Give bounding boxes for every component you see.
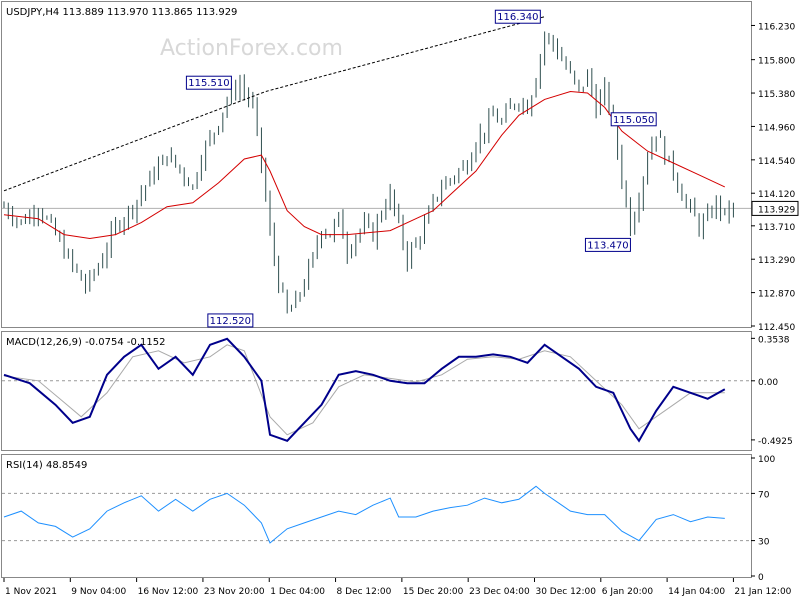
price-panel-frame — [1, 1, 752, 328]
macd-panel-frame — [1, 331, 752, 451]
moving-average-line — [3, 90, 726, 240]
macd-ytick-label: 0.3538 — [758, 335, 790, 345]
price-annotation-label: 115.050 — [613, 115, 654, 126]
price-panel-title: USDJPY,H4 113.889 113.970 113.865 113.92… — [6, 7, 237, 18]
price-annotation-box — [494, 9, 541, 24]
price-annotation-box — [185, 75, 232, 90]
macd-ytick-label: -0.4925 — [758, 437, 793, 447]
price-ytick-label: 116.230 — [758, 22, 795, 32]
price-ytick-label: 114.120 — [758, 190, 795, 200]
price-ytick-label: 113.290 — [758, 256, 795, 266]
xtick-label: 23 Dec 04:00 — [469, 587, 530, 597]
watermark: ActionForex.com — [160, 36, 343, 61]
price-ytick-label: 115.380 — [758, 90, 795, 100]
rsi-ytick-label: 0 — [758, 573, 764, 583]
xtick-label: 8 Dec 12:00 — [337, 587, 392, 597]
macd-signal-line — [3, 344, 725, 436]
rsi-ytick-label: 70 — [758, 490, 770, 500]
price-layer: 115.510 116.340 115.050 112.520 113.470 — [2, 9, 751, 328]
rsi-line — [3, 485, 725, 544]
xtick-label: 15 Dec 20:00 — [403, 587, 464, 597]
rsi-panel-frame — [1, 454, 752, 578]
macd-ytick-label: 0.00 — [758, 378, 778, 388]
xtick-label: 21 Jan 12:00 — [734, 587, 791, 597]
xtick-label: 1 Dec 04:00 — [270, 587, 325, 597]
price-ytick-label: 115.800 — [758, 57, 795, 67]
price-annotation-box — [207, 313, 254, 328]
price-ytick-label: 114.540 — [758, 157, 795, 167]
axis-layer: 116.230 115.800 115.380 114.960 114.540 114.1… — [3, 22, 799, 597]
current-price-tag — [751, 200, 799, 216]
rsi-layer — [2, 485, 751, 544]
rsi-panel-title: RSI(14) 48.8549 — [6, 460, 87, 471]
macd-panel-title: MACD(12,26,9) -0.0754 -0.1152 — [6, 337, 166, 348]
rsi-ytick-label: 100 — [758, 455, 775, 465]
xtick-label: 1 Nov 2021 — [5, 587, 57, 597]
xtick-label: 16 Nov 12:00 — [138, 587, 199, 597]
price-ytick-label: 112.450 — [758, 323, 795, 333]
price-annotation-label: 113.470 — [587, 240, 628, 251]
xtick-label: 6 Jan 20:00 — [602, 587, 654, 597]
macd-layer — [2, 337, 751, 443]
price-ytick-label: 113.710 — [758, 223, 795, 233]
trendline — [3, 16, 545, 192]
price-annotation-label: 116.340 — [497, 12, 538, 23]
current-price-label: 113.929 — [758, 205, 795, 215]
xtick-label: 14 Jan 04:00 — [668, 587, 725, 597]
price-annotation-label: 112.520 — [210, 316, 251, 327]
price-annotation-box — [610, 112, 657, 127]
macd-line — [3, 337, 726, 443]
price-ytick-label: 112.870 — [758, 290, 795, 300]
price-annotation-label: 115.510 — [188, 78, 229, 89]
xtick-label: 30 Dec 12:00 — [535, 587, 596, 597]
price-ytick-label: 114.960 — [758, 123, 795, 133]
price-annotation-box — [584, 237, 631, 252]
rsi-ytick-label: 30 — [758, 538, 770, 548]
xtick-label: 9 Nov 04:00 — [71, 587, 126, 597]
xtick-label: 23 Nov 20:00 — [204, 587, 265, 597]
